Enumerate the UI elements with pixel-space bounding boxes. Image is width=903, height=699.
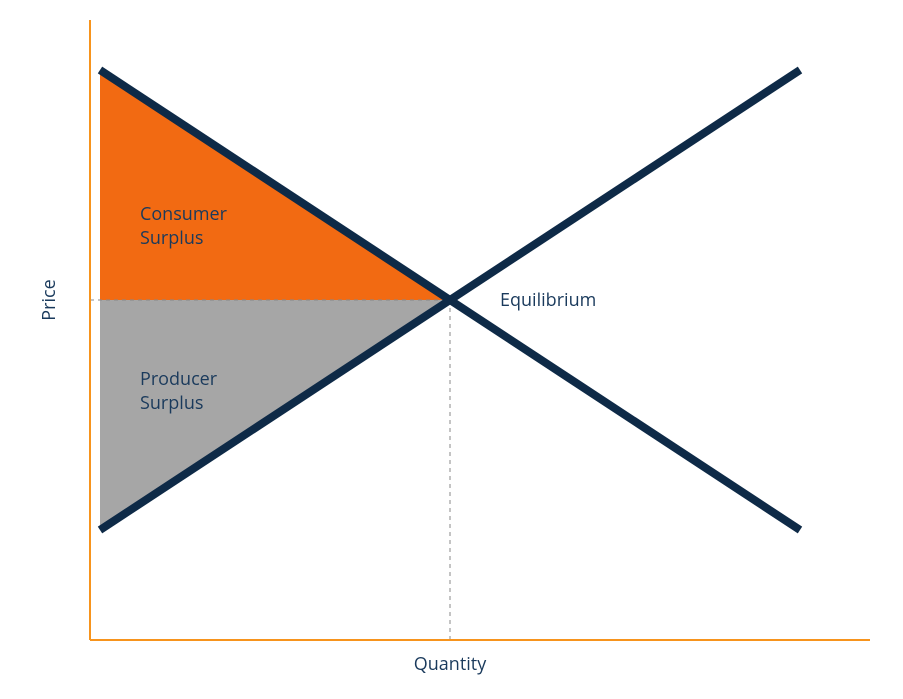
producer-surplus-label-line1: Producer (140, 367, 218, 391)
y-axis-label: Price (37, 279, 61, 320)
economics-chart: Price Quantity Consumer Surplus Producer… (0, 0, 903, 699)
equilibrium-label: Equilibrium (500, 288, 596, 312)
x-axis-label: Quantity (414, 652, 487, 676)
consumer-surplus-label-line2: Surplus (140, 226, 203, 250)
chart-container: Price Quantity Consumer Surplus Producer… (0, 0, 903, 699)
consumer-surplus-label-line1: Consumer (140, 202, 228, 226)
producer-surplus-label-line2: Surplus (140, 391, 203, 415)
